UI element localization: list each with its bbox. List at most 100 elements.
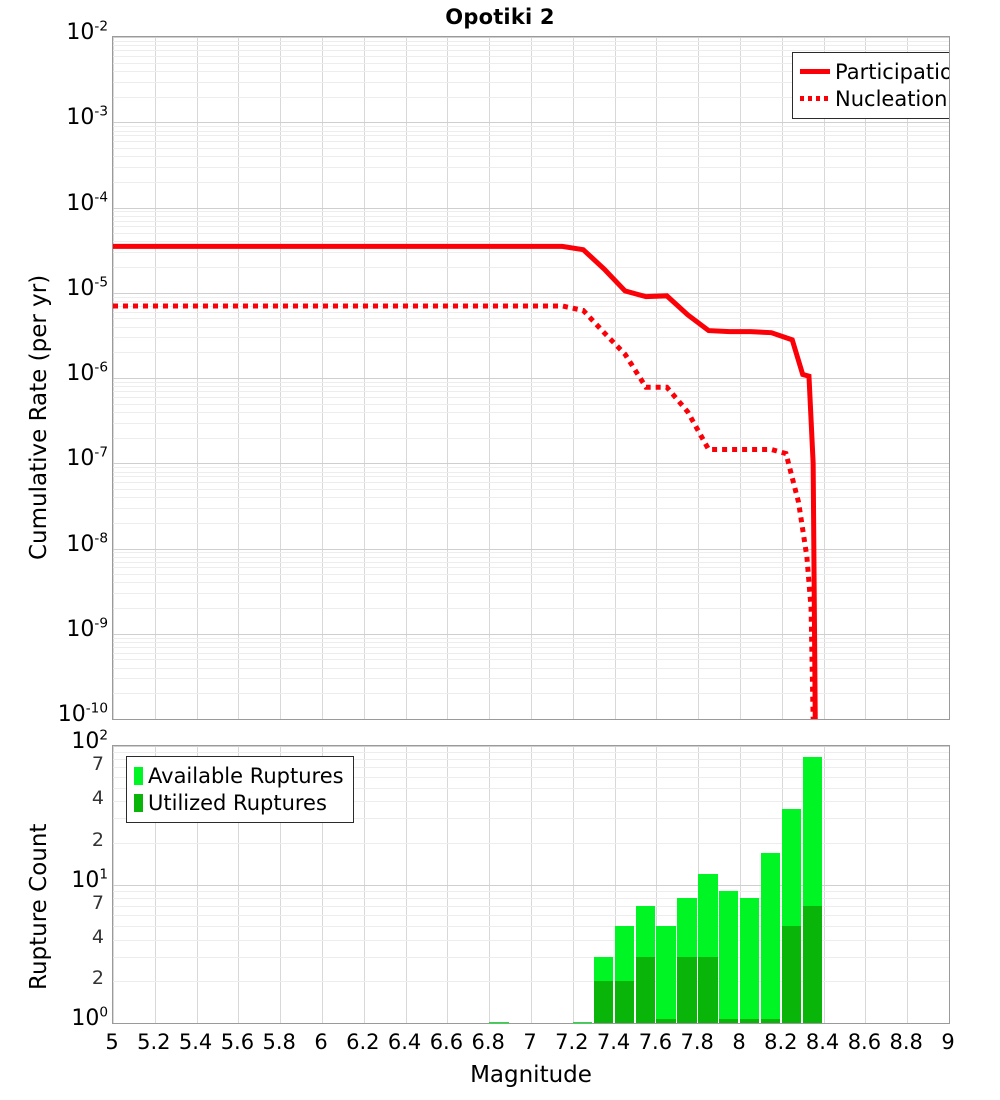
x-tick-6-2: 6.2 (346, 1030, 380, 1054)
participation-line-swatch-icon (800, 69, 830, 74)
x-tick-6: 6 (314, 1030, 328, 1054)
top-y-tick-exponent-5: -7 (94, 444, 108, 461)
curve-participation (113, 243, 818, 719)
top-y-tick-exponent-8: -10 (85, 700, 108, 717)
x-tick-9: 9 (941, 1030, 955, 1054)
top-y-tick-5: 10-7 (4, 444, 108, 472)
legend-label-utilized-ruptures: Utilized Ruptures (148, 790, 327, 815)
top-y-tick-4: 10-6 (4, 359, 108, 386)
top-y-tick-exponent-0: -2 (94, 18, 108, 35)
available-ruptures-bar (656, 926, 676, 1023)
bottom-y-tick-exponent-0: 2 (99, 727, 108, 744)
x-tick-5-2: 5.2 (137, 1030, 171, 1054)
top-y-tick-mantissa-6: 10 (66, 531, 95, 557)
bottom-y-minor-tick-3: 7 (91, 891, 104, 914)
x-tick-7-6: 7.6 (638, 1030, 673, 1054)
utilized-ruptures-bar (614, 981, 634, 1023)
curve-nucleation (113, 303, 816, 719)
top-y-tick-mantissa-4: 10 (66, 361, 95, 386)
x-axis-ticks: 5 5.2 5.4 5.6 5.8 6 6.2 6.4 6.6 6.8 7 7.2 7.4 7.6 7.8 8… (105, 1030, 954, 1064)
top-y-tick-6: 10-8 (4, 531, 108, 557)
rupture-count-plot: Available Ruptures Utilized Ruptures (112, 745, 950, 1024)
bottom-y-tick-exponent-2: 0 (99, 1004, 108, 1021)
bottom-y-minor-tick-0: 7 (91, 753, 104, 776)
bottom-y-axis-title: Rupture Count (26, 823, 52, 990)
x-tick-8-2: 8.2 (764, 1030, 798, 1054)
x-tick-7-8: 7.8 (680, 1030, 714, 1054)
top-y-tick-exponent-2: -4 (94, 189, 108, 206)
utilized-ruptures-bar (719, 1019, 739, 1023)
top-y-tick-mantissa-1: 10 (66, 105, 95, 131)
utilized-ruptures-bar (740, 1019, 760, 1023)
top-y-tick-mantissa-7: 10 (66, 616, 95, 642)
legend-item-utilized-ruptures[interactable]: Utilized Ruptures (134, 789, 344, 816)
top-y-tick-2: 10-4 (4, 190, 108, 216)
top-y-tick-3: 10-5 (4, 275, 108, 301)
top-y-tick-1: 10-3 (4, 103, 108, 131)
x-tick-7-4: 7.4 (596, 1030, 631, 1054)
top-y-axis-title: Cumulative Rate (per yr) (26, 274, 52, 560)
rupture-bars-layer (113, 746, 949, 1023)
bottom-y-tick-exponent-1: 1 (99, 866, 108, 883)
legend-item-nucleation[interactable]: Nucleation (800, 85, 949, 112)
utilized-ruptures-bar (781, 926, 802, 1023)
utilized-ruptures-bar (656, 1019, 676, 1023)
utilized-ruptures-bar (802, 905, 823, 1023)
utilized-ruptures-swatch-icon (134, 793, 143, 812)
top-y-tick-exponent-1: -3 (94, 103, 108, 120)
bottom-y-minor-tick-5: 2 (91, 967, 104, 990)
bottom-y-axis-ticks: 102 101 100 7 4 2 7 4 2 (0, 700, 108, 1100)
legend-item-available-ruptures[interactable]: Available Ruptures (134, 762, 344, 789)
x-tick-6-4: 6.4 (387, 1030, 422, 1054)
bottom-y-minor-tick-4: 4 (91, 925, 104, 948)
x-tick-8-6: 8.6 (847, 1030, 882, 1054)
utilized-ruptures-bar (593, 981, 614, 1023)
page-title: Opotiki 2 (445, 5, 555, 29)
top-legend[interactable]: Participation Nucleation (792, 52, 949, 119)
bottom-y-tick-mantissa-1: 10 (71, 867, 100, 893)
utilized-ruptures-bar (677, 956, 697, 1023)
top-y-tick-0: 10-2 (4, 18, 108, 45)
bottom-y-tick-2: 100 (4, 1004, 108, 1031)
top-y-tick-mantissa-0: 10 (66, 20, 95, 45)
bottom-y-tick-mantissa-2: 10 (71, 1006, 100, 1031)
bottom-y-minor-tick-2: 2 (91, 828, 104, 851)
bottom-y-tick-mantissa-0: 10 (71, 729, 100, 754)
top-y-tick-mantissa-8: 10 (57, 702, 86, 727)
top-y-tick-mantissa-5: 10 (66, 446, 95, 472)
available-ruptures-bar (740, 897, 760, 1023)
cumulative-rate-plot: Participation Nucleation (112, 36, 950, 720)
nucleation-dotted-swatch-icon (800, 96, 830, 101)
top-y-tick-mantissa-3: 10 (66, 275, 95, 301)
legend-label-nucleation: Nucleation (835, 86, 948, 111)
legend-item-participation[interactable]: Participation (800, 58, 949, 85)
mfd-curves (113, 243, 818, 719)
available-ruptures-swatch-icon (134, 766, 143, 785)
x-tick-7: 7 (523, 1030, 537, 1054)
legend-label-participation: Participation (835, 59, 949, 84)
top-y-axis-ticks: 10-2 10-3 10-4 10-5 10-6 10-7 10-8 10-9 10-10 (0, 0, 108, 760)
x-tick-8-8: 8.8 (889, 1030, 923, 1054)
bottom-y-tick-1: 101 (4, 867, 108, 893)
utilized-ruptures-bar (635, 956, 655, 1023)
bottom-legend[interactable]: Available Ruptures Utilized Ruptures (126, 756, 354, 823)
available-ruptures-bar (760, 852, 781, 1023)
x-tick-7-2: 7.2 (555, 1030, 589, 1054)
x-tick-6-8: 6.8 (471, 1030, 505, 1054)
utilized-ruptures-bar (760, 1019, 781, 1023)
x-tick-5-8: 5.8 (262, 1030, 296, 1054)
top-y-tick-exponent-4: -6 (94, 359, 108, 376)
bottom-y-tick-0: 102 (4, 727, 108, 754)
top-y-tick-exponent-7: -9 (94, 615, 108, 632)
top-y-tick-mantissa-2: 10 (66, 190, 95, 216)
top-y-tick-7: 10-9 (4, 616, 108, 642)
x-tick-6-6: 6.6 (429, 1030, 464, 1054)
x-axis-title: Magnitude (470, 1062, 592, 1088)
available-ruptures-bar (489, 1022, 509, 1023)
top-y-tick-exponent-6: -8 (94, 530, 108, 547)
x-tick-5-6: 5.6 (220, 1030, 255, 1054)
available-ruptures-bar (719, 890, 739, 1023)
top-y-tick-8: 10-10 (4, 700, 108, 727)
available-ruptures-bar (572, 1022, 593, 1023)
bottom-y-minor-tick-1: 4 (91, 787, 104, 810)
